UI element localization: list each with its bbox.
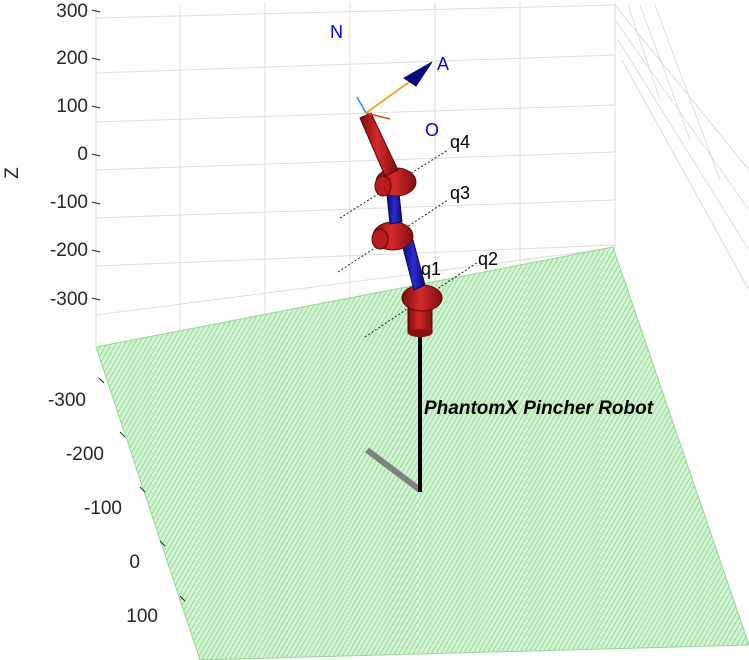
joint-label-q4: q4	[450, 132, 470, 152]
y-tick: -300	[48, 390, 86, 411]
floor-plane	[95, 246, 749, 660]
z-tick: 100	[56, 96, 88, 117]
base-shadow	[365, 447, 422, 493]
z-tick: 200	[56, 48, 88, 69]
z-axis-label: Z	[2, 167, 23, 179]
approach-arrow-head	[403, 61, 433, 87]
y-tick: 0	[129, 552, 140, 573]
joint-1-cylinder	[401, 284, 443, 337]
joint-3-cylinder	[371, 221, 414, 251]
end-effector-link	[359, 112, 399, 177]
z-tick: -300	[50, 289, 88, 310]
robot-name-label: PhantomX Pincher Robot	[424, 398, 654, 419]
joint-4-cylinder	[374, 167, 417, 197]
joint-label-q2: q2	[478, 249, 498, 269]
z-tick: -100	[50, 192, 88, 213]
end-effector-frame	[356, 61, 433, 120]
z-tick: 0	[77, 144, 88, 165]
z-tick: -200	[50, 240, 88, 261]
frame-label-a: A	[437, 54, 449, 74]
y-axis-ticks: -300 -200 -100 0 100	[48, 377, 186, 627]
link-blue-upper	[386, 192, 403, 225]
frame-label-o: O	[425, 120, 439, 140]
joint-label-q3: q3	[450, 183, 470, 203]
frame-label-n: N	[330, 22, 343, 42]
y-tick: -100	[84, 498, 122, 519]
joint-label-q1: q1	[421, 259, 441, 279]
y-tick: -200	[66, 444, 104, 465]
z-tick: 300	[56, 1, 88, 22]
z-axis-ticks: 300 200 100 0 -100 -200 -300	[50, 1, 101, 310]
y-tick: 100	[126, 606, 158, 627]
grid-lines	[95, 2, 749, 345]
